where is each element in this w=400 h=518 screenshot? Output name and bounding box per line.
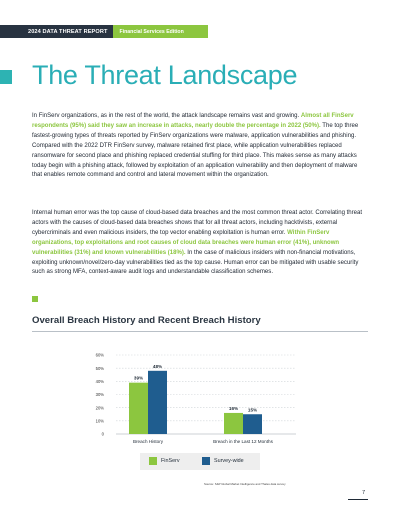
human-error-paragraph: Internal human error was the top cause o… [32, 209, 368, 278]
page-number-rule [348, 499, 368, 500]
y-tick-label: 0 [102, 432, 105, 437]
report-title-label: 2024 DATA THREAT REPORT [0, 25, 114, 38]
intro-paragraph: In FinServ organizations, as in the rest… [32, 112, 368, 181]
bar-finserv [129, 382, 148, 434]
edition-label: Financial Services Edition [113, 25, 208, 38]
legend-swatch-survey-wide [202, 457, 210, 465]
bar-survey-wide [148, 370, 167, 434]
report-header-bar: 2024 DATA THREAT REPORT Financial Servic… [0, 25, 208, 38]
breach-history-chart: 0 10% 20% 30% 40% 50% 60% 39% 48% Breach History 1… [96, 353, 296, 444]
chart-title: Overall Breach History and Recent Breach… [32, 315, 261, 326]
bar-finserv [224, 412, 243, 434]
intro-highlight: Almost all FinServ respondents (95%) sai… [32, 113, 354, 129]
y-tick-label: 50% [96, 366, 105, 371]
y-tick-label: 30% [96, 392, 105, 397]
bar-data-label: 16% [229, 406, 238, 411]
section-marker [0, 70, 12, 84]
chart-legend: FinServ Survey-wide [140, 453, 260, 470]
legend-swatch-finserv [149, 457, 157, 465]
y-tick-label: 60% [96, 353, 105, 358]
page-title: The Threat Landscape [32, 60, 298, 90]
y-tick-label: 40% [96, 379, 105, 384]
green-square-marker [32, 296, 38, 302]
legend-label-finserv: FinServ [161, 458, 180, 464]
legend-label-survey-wide: Survey-wide [214, 458, 244, 464]
bar-survey-wide [243, 414, 262, 434]
x-category-label: Breach in the Last 12 Months [213, 439, 273, 444]
page-number: 7 [362, 490, 366, 496]
legend-item-finserv: FinServ [149, 457, 180, 465]
bar-data-label: 15% [248, 407, 257, 412]
x-category-label: Breach History [133, 439, 164, 444]
bar-data-label: 48% [153, 364, 162, 369]
human-error-highlight: Within FinServ organizations, top exploi… [32, 229, 340, 256]
chart-title-rule [32, 331, 368, 332]
legend-item-survey-wide: Survey-wide [202, 457, 244, 465]
human-error-text-end: In the case of malicious insiders with n… [32, 249, 359, 276]
intro-text-start: In FinServ organizations, as in the rest… [32, 113, 301, 119]
bar-data-label: 39% [134, 376, 143, 381]
y-tick-label: 20% [96, 405, 105, 410]
y-tick-label: 10% [96, 418, 105, 423]
chart-source-note: Source: S&P Global Market Intelligence a… [204, 482, 286, 486]
intro-text-end: The top three fastest-growing types of t… [32, 122, 359, 179]
human-error-text-start: Internal human error was the top cause o… [32, 210, 363, 236]
